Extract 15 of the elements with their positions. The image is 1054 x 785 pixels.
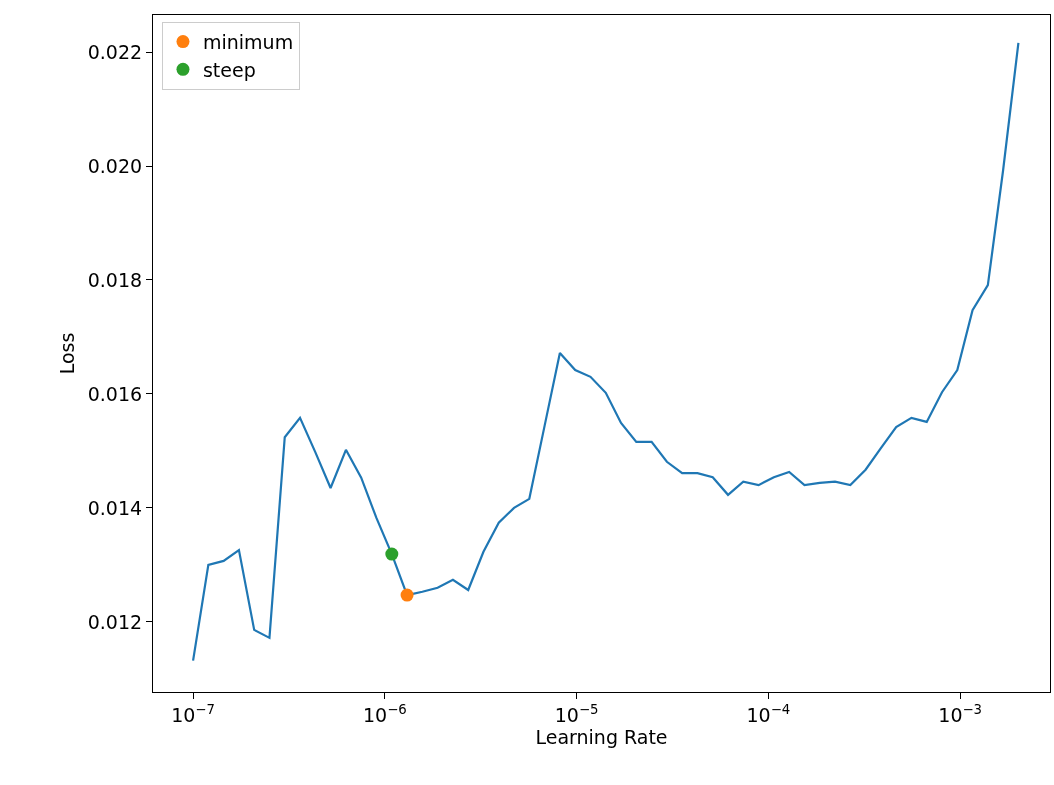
x-tick-label: 10$^{−4}$ — [746, 701, 791, 726]
x-tick-label: 10$^{−7}$ — [171, 701, 215, 726]
x-axis-title: Learning Rate — [535, 725, 668, 748]
legend-label: steep — [202, 58, 256, 81]
y-tick-label: 0.020 — [87, 154, 143, 177]
x-tick-label: 10$^{−3}$ — [938, 701, 983, 726]
x-tick-label: 10$^{−5}$ — [554, 701, 599, 726]
y-tick-label: 0.018 — [87, 268, 143, 291]
legend-label: minimum — [202, 31, 294, 54]
y-axis-title: Loss — [55, 332, 78, 375]
y-tick-label: 0.016 — [87, 382, 143, 405]
y-tick-label: 0.012 — [87, 610, 143, 633]
x-tick-label: 10$^{−6}$ — [362, 701, 407, 726]
y-tick-label: 0.022 — [87, 40, 143, 63]
y-tick-label: 0.014 — [87, 496, 143, 519]
